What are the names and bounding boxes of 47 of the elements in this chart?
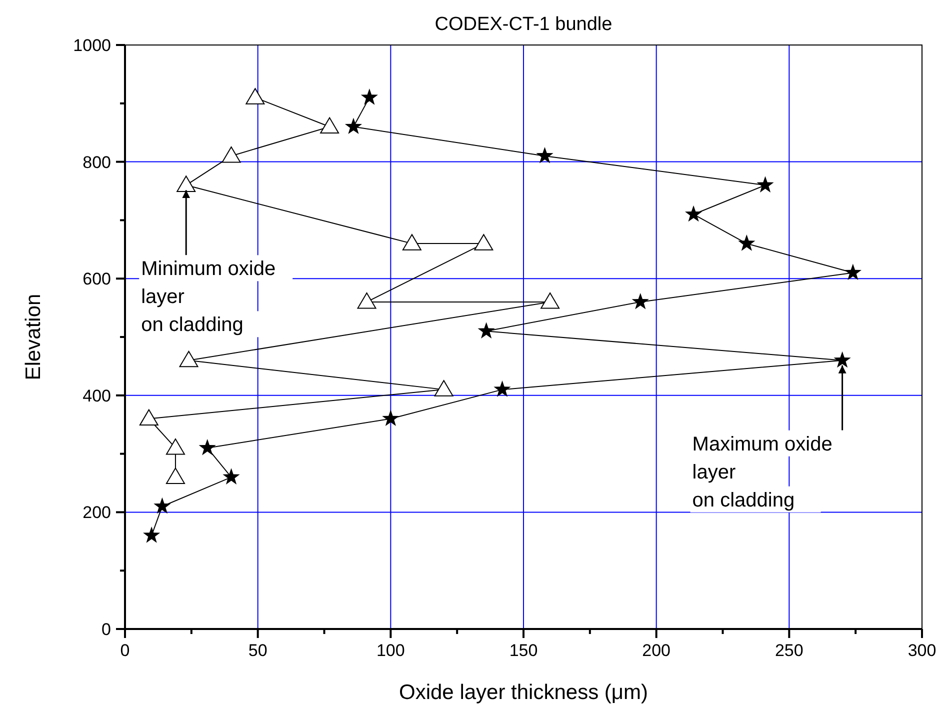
point — [154, 497, 171, 514]
point — [357, 292, 376, 309]
chart-title: CODEX-CT-1 bundle — [434, 14, 612, 35]
point — [344, 118, 362, 134]
point — [143, 526, 160, 543]
y-tick-label: 1000 — [73, 36, 111, 55]
point — [360, 88, 378, 105]
point — [738, 234, 756, 251]
point — [139, 409, 158, 426]
point — [222, 468, 240, 484]
point — [320, 117, 340, 134]
point — [179, 350, 198, 368]
y-tick-label: 600 — [82, 270, 111, 289]
y-axis-title: Elevation — [22, 294, 45, 380]
point — [402, 234, 422, 250]
annotation: Minimum oxide layer on cladding — [141, 258, 276, 336]
annotation: Maximum oxide layer on cladding — [692, 433, 832, 512]
x-tick-label: 200 — [642, 641, 671, 660]
point — [176, 176, 196, 192]
point — [434, 380, 454, 396]
x-tick-label: 0 — [120, 641, 130, 660]
point — [684, 205, 702, 222]
point — [478, 322, 495, 338]
point — [166, 438, 185, 455]
x-tick-label: 100 — [376, 641, 405, 660]
point — [536, 146, 554, 164]
point — [834, 351, 851, 368]
y-tick-label: 800 — [82, 152, 111, 172]
point — [844, 264, 862, 280]
point — [756, 176, 774, 192]
x-tick-label: 50 — [248, 641, 268, 660]
x-tick-label: 150 — [509, 641, 538, 660]
point — [166, 468, 185, 484]
point — [494, 380, 511, 397]
y-tick-label: 200 — [82, 503, 111, 522]
point — [198, 438, 216, 456]
y-tick-label: 400 — [82, 386, 111, 406]
x-tick-label: 300 — [908, 641, 936, 660]
x-tick-label: 250 — [774, 641, 804, 660]
point — [382, 410, 400, 426]
point — [632, 292, 649, 310]
point — [246, 88, 265, 104]
point — [540, 292, 560, 309]
y-tick-label: 0 — [102, 620, 111, 639]
point — [222, 146, 241, 163]
x-axis-title: Oxide layer thickness (μm) — [399, 681, 648, 704]
point — [474, 234, 494, 250]
